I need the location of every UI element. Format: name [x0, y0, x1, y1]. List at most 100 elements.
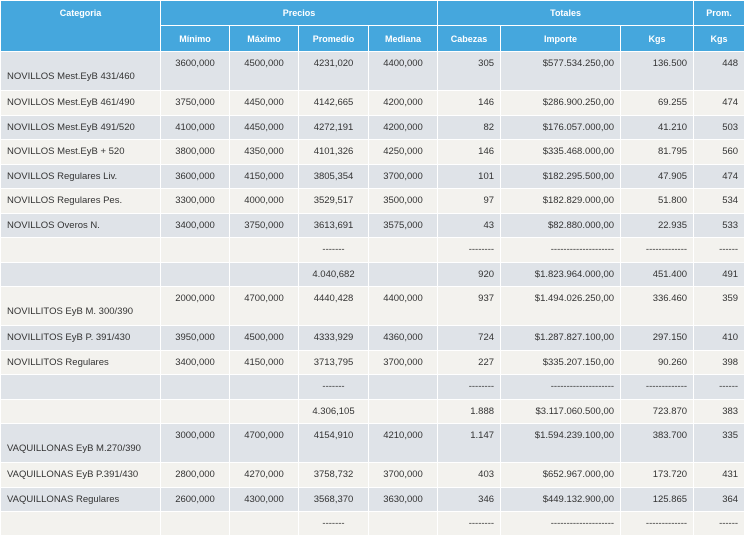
table-body: NOVILLOS Mest.EyB 431/460 3600,000 4500,00…: [0, 51, 744, 535]
table-row: VAQUILLONAS EyB P.391/430 2800,000 4270,00…: [0, 462, 744, 488]
value-cell: 410: [693, 325, 744, 351]
value-cell: 3700,000: [367, 163, 439, 189]
table-row: NOVILLOS Overos N. 3400,000 3750,000 3613,6…: [0, 212, 744, 238]
category-cell: NOVILLITOS EyB P. 391/430: [0, 325, 161, 351]
value-cell: 723.870: [620, 398, 695, 424]
table-row: VAQUILLONAS Regulares 2600,000 4300,000 356…: [0, 486, 744, 512]
header-cell: Mínimo: [160, 25, 230, 52]
value-cell: 4270,000: [229, 462, 299, 488]
category-cell: NOVILLITOS Regulares: [0, 349, 161, 375]
value-cell: 491: [693, 261, 744, 287]
value-cell: 4100,000: [160, 114, 230, 140]
value-cell: 173.720: [620, 462, 695, 488]
value-cell: 3613,691: [298, 212, 369, 238]
value-cell: 503: [693, 114, 744, 140]
category-cell: NOVILLOS Mest.EyB + 520: [0, 139, 161, 165]
value-cell: 4450,000: [229, 90, 299, 116]
value-cell: 4.306,105: [298, 398, 369, 424]
category-cell: NOVILLOS Regulares Pes.: [0, 188, 161, 214]
value-cell: [229, 237, 299, 263]
header-cell: Prom.: [693, 0, 744, 26]
value-cell: 22.935: [620, 212, 695, 238]
header-cell: Kgs: [620, 25, 695, 52]
table-row: NOVILLOS Mest.EyB 461/490 3750,000 4450,00…: [0, 90, 744, 116]
value-cell: $449.132.900,00: [500, 486, 622, 512]
value-cell: 3500,000: [367, 188, 439, 214]
header-cell: Kgs: [693, 25, 744, 52]
value-cell: 81.795: [620, 139, 695, 165]
category-cell: NOVILLOS Mest.EyB 461/490: [0, 90, 161, 116]
value-cell: -------------: [620, 511, 695, 535]
value-cell: 4400,000: [367, 286, 439, 326]
value-cell: 4300,000: [229, 486, 299, 512]
value-cell: 3600,000: [160, 51, 230, 91]
value-cell: 146: [437, 90, 502, 116]
value-cell: $82.880.000,00: [500, 212, 622, 238]
value-cell: [367, 398, 439, 424]
header-row: Mínimo Máximo Promedio Mediana Cabezas I…: [1, 25, 744, 52]
value-cell: 2600,000: [160, 486, 230, 512]
value-cell: 97: [437, 188, 502, 214]
value-cell: --------: [437, 374, 502, 400]
value-cell: 4150,000: [229, 163, 299, 189]
table-row: NOVILLITOS EyB P. 391/430 3950,000 4500,00…: [0, 325, 744, 351]
category-cell: [0, 374, 161, 400]
table-row: ------- -------- -------------------- -----…: [0, 374, 744, 400]
value-cell: 2800,000: [160, 462, 230, 488]
value-cell: 4154,910: [298, 423, 369, 463]
header-cell: Categoria: [0, 0, 161, 52]
value-cell: 3750,000: [160, 90, 230, 116]
value-cell: $286.900.250,00: [500, 90, 622, 116]
value-cell: 136.500: [620, 51, 695, 91]
value-cell: 403: [437, 462, 502, 488]
value-cell: 3700,000: [367, 349, 439, 375]
value-cell: -------: [298, 511, 369, 535]
table-row: NOVILLOS Regulares Liv. 3600,000 4150,000 3…: [0, 163, 744, 189]
value-cell: [367, 237, 439, 263]
value-cell: 920: [437, 261, 502, 287]
value-cell: 431: [693, 462, 744, 488]
value-cell: 43: [437, 212, 502, 238]
value-cell: 448: [693, 51, 744, 91]
value-cell: -------: [298, 237, 369, 263]
value-cell: 4272,191: [298, 114, 369, 140]
value-cell: ------: [693, 237, 744, 263]
value-cell: 4440,428: [298, 286, 369, 326]
value-cell: 359: [693, 286, 744, 326]
value-cell: 101: [437, 163, 502, 189]
value-cell: $3.117.060.500,00: [500, 398, 622, 424]
table-row: 4.306,105 1.888 $3.117.060.500,00 723.870 38…: [0, 398, 744, 424]
value-cell: --------: [437, 511, 502, 535]
value-cell: 3758,732: [298, 462, 369, 488]
header-cell: Máximo: [229, 25, 299, 52]
header-cell: Totales: [437, 0, 695, 26]
category-cell: NOVILLOS Mest.EyB 431/460: [0, 51, 161, 91]
table-row: VAQUILLONAS EyB M.270/390 3000,000 4700,00…: [0, 423, 744, 463]
header-row: Categoria Precios Totales Prom.: [0, 0, 744, 52]
header-cell: Promedio: [298, 25, 369, 52]
value-cell: 3575,000: [367, 212, 439, 238]
value-cell: 937: [437, 286, 502, 326]
value-cell: 451.400: [620, 261, 695, 287]
value-cell: 3805,354: [298, 163, 369, 189]
value-cell: -------: [298, 374, 369, 400]
value-cell: [367, 261, 439, 287]
value-cell: [367, 374, 439, 400]
header-cell: Importe: [500, 25, 622, 52]
value-cell: 3400,000: [160, 212, 230, 238]
value-cell: 4450,000: [229, 114, 299, 140]
value-cell: --------------------: [500, 511, 622, 535]
value-cell: --------------------: [500, 237, 622, 263]
value-cell: 4500,000: [229, 51, 299, 91]
value-cell: 4500,000: [229, 325, 299, 351]
value-cell: [367, 511, 439, 535]
category-cell: [0, 237, 161, 263]
value-cell: $1.823.964.000,00: [500, 261, 622, 287]
value-cell: 4210,000: [367, 423, 439, 463]
table-row: NOVILLOS Mest.EyB 431/460 3600,000 4500,00…: [0, 51, 744, 91]
value-cell: $335.207.150,00: [500, 349, 622, 375]
value-cell: 3400,000: [160, 349, 230, 375]
value-cell: 3529,517: [298, 188, 369, 214]
category-cell: [0, 261, 161, 287]
value-cell: 724: [437, 325, 502, 351]
